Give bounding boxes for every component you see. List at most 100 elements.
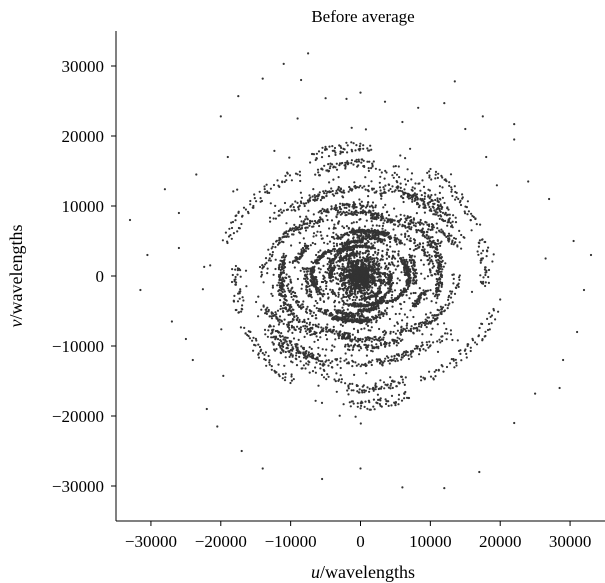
data-point (347, 269, 350, 272)
data-point (327, 359, 330, 362)
data-point (366, 316, 369, 319)
data-point (271, 312, 274, 315)
data-point (365, 283, 368, 286)
data-point (348, 260, 351, 263)
data-point (426, 202, 429, 205)
data-point (361, 310, 365, 313)
data-point (282, 373, 285, 376)
data-point (354, 149, 357, 152)
data-point (401, 356, 404, 359)
data-point (339, 357, 342, 360)
data-point (345, 271, 348, 274)
data-point (278, 334, 281, 337)
data-point (278, 239, 281, 242)
data-point (361, 186, 364, 189)
data-point (394, 360, 397, 363)
data-point (414, 272, 417, 275)
data-point (393, 289, 397, 292)
data-point (226, 240, 229, 243)
data-point (268, 325, 271, 328)
data-point (268, 216, 272, 219)
data-point (349, 269, 352, 272)
data-point (527, 180, 530, 183)
data-point (263, 353, 266, 356)
data-point (331, 248, 335, 251)
data-point (253, 193, 256, 196)
data-point (287, 283, 290, 286)
data-point (365, 318, 368, 321)
data-point (366, 147, 369, 150)
data-point (263, 185, 266, 188)
data-point (371, 187, 374, 190)
data-point (406, 351, 409, 354)
data-point (311, 314, 314, 317)
data-point (439, 341, 442, 344)
data-point (320, 156, 324, 159)
data-point (442, 370, 445, 373)
data-point (494, 318, 497, 321)
data-point (562, 358, 565, 362)
data-point (447, 208, 450, 211)
data-point (374, 384, 377, 387)
data-point (270, 365, 273, 368)
data-point (304, 327, 307, 330)
data-point (352, 213, 355, 216)
data-point (318, 292, 322, 295)
data-point (278, 241, 281, 244)
data-point (421, 198, 424, 201)
data-point (344, 214, 347, 217)
data-point (240, 449, 243, 453)
data-point (394, 299, 397, 302)
data-point (314, 173, 317, 176)
data-point (292, 290, 295, 293)
data-point (282, 241, 285, 244)
data-point (374, 284, 377, 287)
data-point (381, 282, 385, 285)
data-point (353, 285, 356, 288)
data-point (333, 272, 336, 275)
data-point (305, 270, 309, 273)
data-point (352, 142, 355, 145)
data-point (337, 337, 340, 340)
data-point (437, 293, 441, 296)
data-point (251, 339, 254, 342)
data-point (388, 362, 391, 365)
data-point (359, 184, 362, 187)
data-point (417, 325, 421, 328)
data-point (441, 306, 445, 309)
data-point (368, 261, 371, 264)
data-point (278, 375, 281, 378)
data-point (364, 188, 367, 191)
data-point (391, 300, 394, 303)
data-point (321, 146, 324, 149)
data-point (315, 152, 318, 155)
data-point (347, 385, 350, 388)
data-point (284, 276, 287, 279)
data-point (306, 332, 309, 335)
data-point (276, 179, 279, 182)
data-point (382, 186, 385, 189)
data-point (350, 287, 353, 290)
data-point (373, 212, 377, 215)
data-point (441, 186, 444, 189)
data-point (434, 293, 437, 296)
data-point (371, 232, 374, 235)
data-point (450, 358, 453, 361)
data-point (392, 176, 395, 179)
data-point (372, 253, 375, 257)
data-point (163, 188, 166, 191)
data-point (424, 349, 427, 352)
data-point (351, 321, 354, 324)
data-point (418, 299, 421, 302)
data-point (408, 258, 411, 262)
data-point (402, 191, 405, 194)
data-point (388, 344, 391, 347)
data-point (386, 301, 390, 304)
data-point (284, 356, 287, 359)
data-point (367, 184, 370, 187)
data-point (403, 191, 406, 194)
data-point (274, 217, 277, 220)
data-point (370, 204, 373, 207)
data-point (290, 292, 293, 296)
data-point (346, 362, 349, 365)
